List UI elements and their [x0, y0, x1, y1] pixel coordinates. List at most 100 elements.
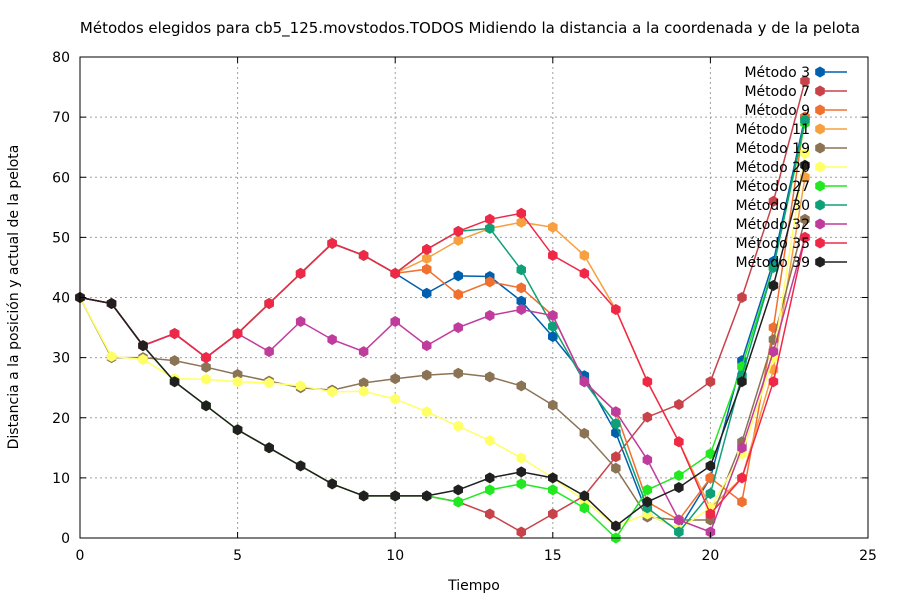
chart-title: Métodos elegidos para cb5_125.movstodos.…	[80, 19, 860, 38]
data-point	[737, 292, 747, 303]
legend-item: Método 20	[736, 160, 847, 176]
data-point	[737, 472, 747, 484]
legend-swatch-marker	[815, 142, 825, 154]
data-point	[232, 369, 243, 380]
data-point	[516, 216, 526, 228]
data-point	[201, 361, 211, 373]
data-point	[358, 377, 369, 389]
data-point	[737, 376, 747, 388]
data-point	[674, 470, 684, 481]
data-point	[327, 478, 337, 490]
data-point	[264, 298, 274, 309]
legend-label: Método 19	[736, 141, 810, 157]
legend-label: Método 32	[736, 217, 810, 233]
legend-label: Método 35	[736, 236, 810, 252]
data-point	[485, 435, 495, 447]
y-ticks: 0 10 20 30 40 50 60 70 80	[52, 50, 868, 547]
x-tick-label: 5	[233, 548, 242, 564]
data-point	[453, 322, 463, 334]
y-tick-label: 70	[52, 110, 70, 126]
data-point	[422, 252, 432, 264]
legend-swatch-marker	[815, 199, 825, 211]
data-point	[358, 385, 369, 397]
legend-swatch-marker	[815, 256, 825, 268]
data-point	[453, 270, 463, 282]
data-point	[422, 490, 432, 502]
legend-swatch-marker	[815, 66, 825, 78]
data-point	[453, 367, 463, 379]
data-point	[327, 334, 337, 346]
data-point	[548, 249, 558, 261]
legend-item: Método 7	[744, 84, 847, 100]
series-line	[79, 212, 806, 516]
series-5	[75, 213, 810, 526]
y-tick-label: 30	[52, 351, 70, 367]
data-point	[737, 442, 747, 454]
data-point	[422, 287, 432, 299]
data-point	[548, 399, 558, 411]
series-1	[75, 111, 810, 535]
data-point	[768, 376, 779, 388]
data-point	[548, 310, 558, 321]
data-point	[358, 249, 369, 261]
series-2	[75, 75, 810, 538]
legend-label: Método 3	[744, 65, 810, 81]
data-point	[800, 75, 810, 87]
series-7	[75, 117, 810, 544]
legend-label: Método 9	[744, 103, 810, 119]
data-point	[768, 346, 779, 358]
series-line	[79, 219, 806, 521]
data-point	[800, 213, 810, 225]
legend-swatch-marker	[815, 237, 825, 249]
legend-item: Método 32	[736, 217, 847, 233]
y-tick-label: 40	[52, 291, 70, 307]
data-point	[138, 353, 148, 365]
data-point	[264, 377, 274, 389]
data-point	[422, 406, 432, 418]
data-point	[106, 350, 117, 362]
series-line	[79, 177, 806, 510]
data-point	[705, 376, 716, 388]
data-point	[705, 460, 716, 472]
data-point	[264, 346, 274, 358]
data-point	[737, 496, 747, 508]
data-point	[485, 213, 495, 225]
data-point	[169, 328, 180, 340]
legend-label: Método 30	[736, 198, 810, 214]
data-point	[579, 502, 590, 514]
legend-item: Método 19	[736, 141, 847, 157]
data-point	[232, 376, 243, 388]
grid	[80, 57, 868, 538]
data-point	[579, 376, 590, 388]
legend-label: Método 39	[736, 255, 810, 271]
data-point	[201, 352, 211, 364]
data-point	[705, 488, 716, 499]
legend-swatch-marker	[815, 85, 825, 97]
legend: Método 3 Método 7 Método 9 Método 11 Método …	[736, 65, 847, 271]
data-point	[705, 508, 716, 520]
data-point	[548, 508, 558, 520]
y-tick-label: 20	[52, 411, 70, 427]
data-point	[485, 371, 495, 383]
legend-swatch-marker	[815, 180, 825, 192]
series-line	[79, 165, 806, 527]
data-point	[106, 298, 117, 309]
legend-item: Método 27	[736, 179, 847, 195]
legend-label: Método 20	[736, 160, 810, 176]
legend-item: Método 30	[736, 198, 847, 214]
data-point	[611, 304, 621, 315]
data-point	[295, 316, 306, 327]
data-point	[579, 427, 590, 439]
data-point	[453, 484, 463, 496]
data-point	[390, 393, 400, 405]
data-point	[485, 310, 495, 321]
data-point	[674, 482, 684, 493]
data-point	[422, 263, 432, 275]
data-point	[800, 147, 810, 159]
data-point	[548, 320, 558, 332]
data-point	[485, 276, 495, 288]
data-point	[453, 234, 463, 246]
data-point	[674, 514, 684, 526]
series-3	[75, 111, 810, 526]
data-point	[642, 484, 653, 496]
